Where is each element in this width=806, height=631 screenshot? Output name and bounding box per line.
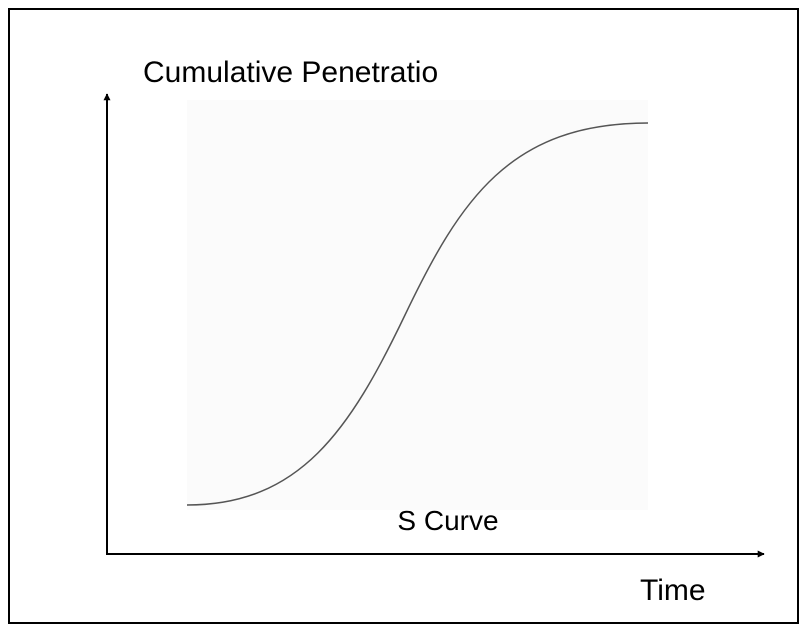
- y-axis-label: Cumulative Penetratio: [143, 56, 438, 89]
- x-axis-label: Time: [640, 574, 706, 607]
- plot-panel: [187, 100, 648, 510]
- curve-label: S Curve: [397, 505, 498, 536]
- s-curve: [186, 122, 649, 506]
